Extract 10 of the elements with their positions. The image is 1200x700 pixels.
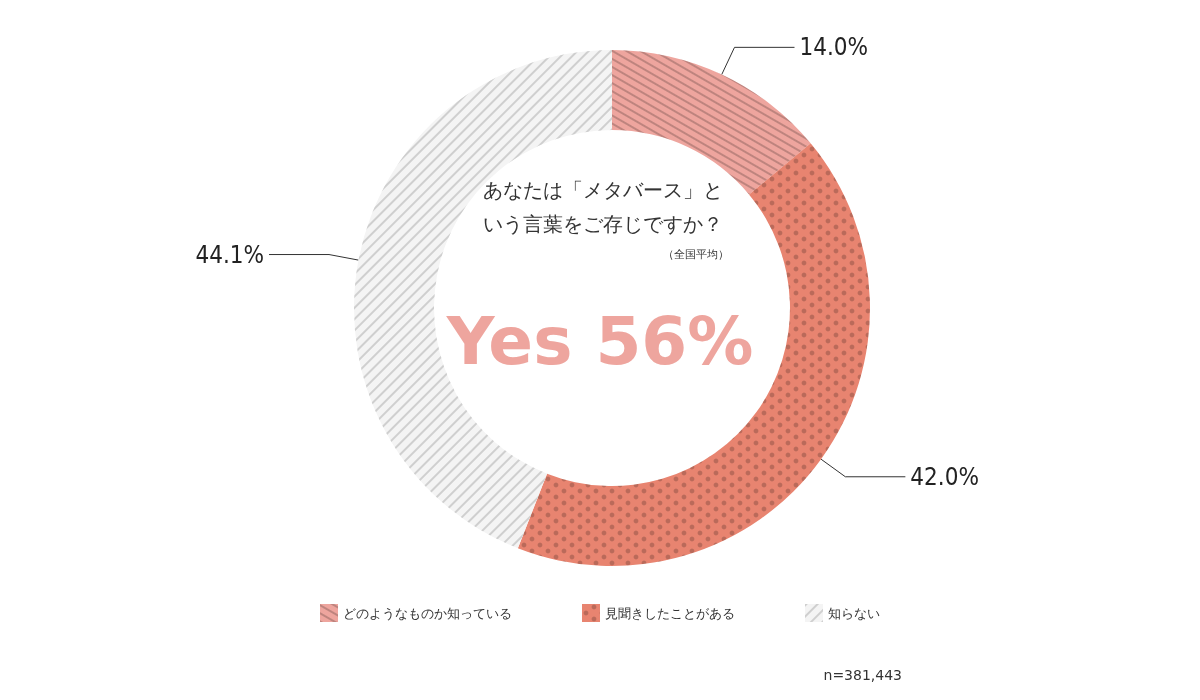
legend-label: どのようなものか知っている <box>343 605 512 621</box>
data-label: 44.1% <box>195 240 265 269</box>
data-label: 42.0% <box>910 462 979 491</box>
data-label: 14.0% <box>799 33 869 62</box>
text: n=381,443 <box>823 667 902 683</box>
legend-label: 知らない <box>828 605 880 621</box>
legend-label: 見聞きしたことがある <box>605 605 735 621</box>
text: あなたは「メタバース」という言葉をご存じですか？ <box>483 178 723 236</box>
text: Yes 56% <box>445 302 754 380</box>
text: （全国平均） <box>663 248 729 261</box>
